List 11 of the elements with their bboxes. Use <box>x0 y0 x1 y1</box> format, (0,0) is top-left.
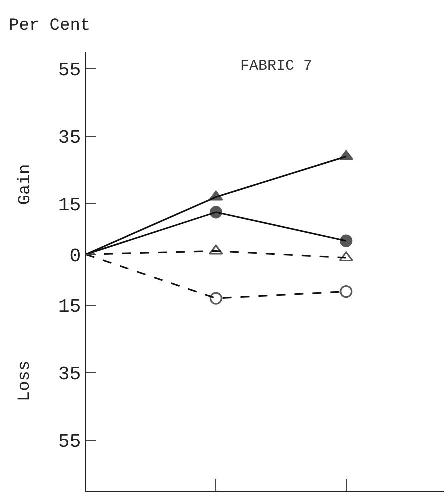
y-tick-label: 55 <box>58 60 82 82</box>
chart-title: FABRIC 7 <box>240 58 313 75</box>
y-tick-label: 55 <box>58 431 82 453</box>
y-tick-label: 0 <box>70 245 82 268</box>
y-tick-label: 15 <box>58 194 82 217</box>
y-axis-title: Per Cent <box>9 17 91 36</box>
y-tick-label: 35 <box>58 363 82 386</box>
text: Gain <box>16 164 36 206</box>
y-tick-label: 15 <box>58 296 82 318</box>
text: Loss <box>16 360 36 402</box>
y-tick-label: 35 <box>58 127 82 150</box>
